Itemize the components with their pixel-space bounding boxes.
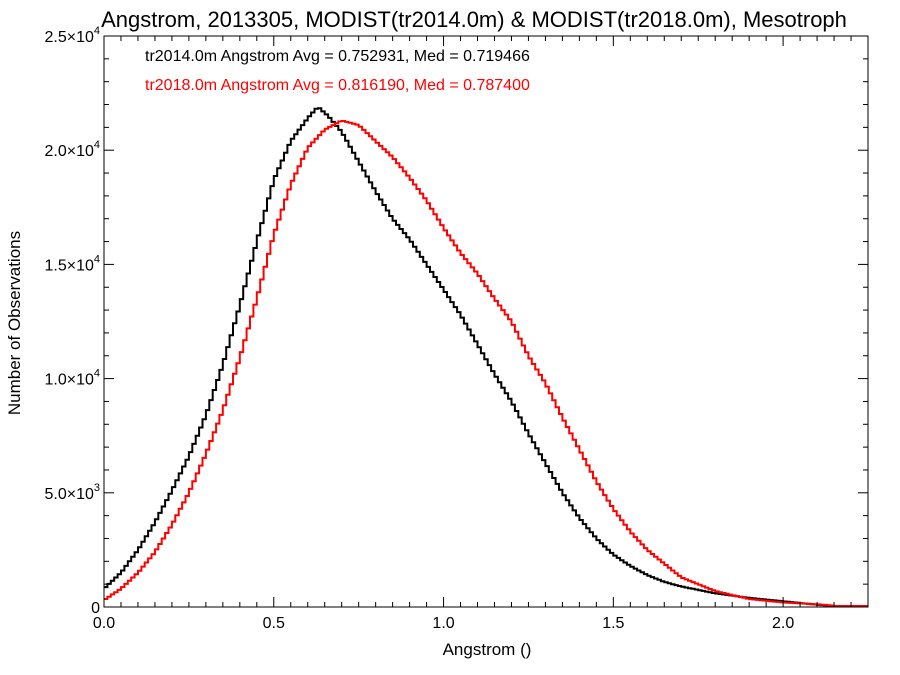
plot-frame bbox=[103, 35, 869, 608]
series-line-tr2014.0m bbox=[104, 107, 834, 607]
y-axis-label: Number of Observations bbox=[5, 231, 24, 415]
y-tick-label: 2.5×104 bbox=[44, 25, 100, 46]
chart-title: Angstrom, 2013305, MODIST(tr2014.0m) & M… bbox=[101, 7, 847, 32]
x-axis-label: Angstrom () bbox=[443, 640, 532, 659]
x-tick-label: 2.0 bbox=[772, 615, 794, 632]
x-tick-label: 1.5 bbox=[602, 615, 624, 632]
y-tick-label: 2.0×104 bbox=[44, 139, 100, 160]
legend-entry-tr2014: tr2014.0m Angstrom Avg = 0.752931, Med =… bbox=[145, 48, 530, 65]
series-line-tr2018.0m bbox=[104, 120, 834, 607]
y-tick-label: 5.0×103 bbox=[44, 482, 100, 503]
x-tick-label: 0.5 bbox=[263, 615, 285, 632]
y-tick-label: 1.0×104 bbox=[44, 368, 100, 389]
y-tick-label: 0 bbox=[91, 600, 100, 617]
legend-entry-tr2018: tr2018.0m Angstrom Avg = 0.816190, Med =… bbox=[145, 77, 530, 94]
plot-area: 0.0 0.5 1.0 1.5 2.0 0 5.0×103 1.0×104 1.5×104 2.0… bbox=[44, 25, 869, 632]
y-tick-label: 1.5×104 bbox=[44, 253, 100, 274]
x-tick-label: 1.0 bbox=[432, 615, 454, 632]
x-tick-label: 0.0 bbox=[93, 615, 115, 632]
